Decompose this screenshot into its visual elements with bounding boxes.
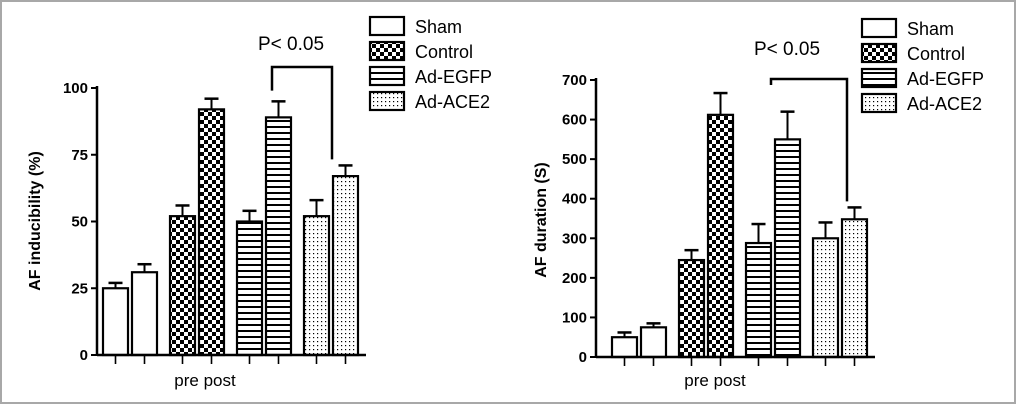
bar-sham-pre [101,287,130,357]
legend-swatch-ad-ace2 [860,92,898,114]
legend-swatch-sham [368,15,406,37]
p-value-annotation: P< 0.05 [754,39,820,60]
bar-ad-ace2-pre [302,215,331,357]
bar-ad-egfp-pre [744,241,773,359]
bar-control-pre [677,258,706,359]
legend-swatch-sham [860,17,898,39]
y-tick-label: 50 [71,214,88,231]
y-axis-label: AF duration (S) [533,162,550,278]
y-tick-label: 75 [71,147,88,164]
y-tick-label: 25 [71,280,88,297]
y-axis-label: AF inducibility (%) [27,151,44,291]
legend-swatch-ad-egfp [368,65,406,87]
y-tick-label: 400 [562,191,587,208]
bar-ad-egfp-pre [235,220,264,357]
y-tick-label: 600 [562,112,587,129]
x-axis-label: pre post [174,371,236,390]
legend-label-ad-egfp: Ad-EGFP [415,67,492,87]
y-tick-label: 0 [80,347,88,364]
legend-label-ad-egfp: Ad-EGFP [907,69,984,89]
bar-sham-pre [610,336,639,359]
p-value-annotation: P< 0.05 [258,34,324,55]
legend-swatch-ad-ace2 [368,90,406,112]
bar-ad-ace2-post [331,175,360,357]
chart-af-inducibility: 0 25 50 75 100 AF inducibility (%) pre post P< … [27,15,492,390]
bar-sham-post [639,326,668,359]
bar-control-post [197,108,226,357]
legend-swatch-ad-egfp [860,67,898,89]
y-tick-label: 0 [579,349,587,366]
bar-control-pre [168,215,197,357]
bar-ad-ace2-pre [811,237,840,359]
x-axis-label: pre post [684,371,746,390]
y-tick-label: 700 [562,72,587,89]
bar-sham-post [130,271,159,357]
legend-label-ad-ace2: Ad-ACE2 [415,92,490,112]
legend-swatch-control [368,40,406,62]
legend-label-sham: Sham [907,19,954,39]
legend-label-control: Control [907,44,965,64]
legend-swatch-control [860,42,898,64]
bar-control-post [706,113,735,359]
significance-bracket [769,77,849,202]
bar-ad-ace2-post [840,218,869,359]
bar-ad-egfp-post [264,116,293,357]
significance-bracket [270,65,334,160]
y-tick-label: 100 [63,80,88,97]
bar-ad-egfp-post [773,138,802,359]
legend-label-sham: Sham [415,17,462,37]
legend-label-control: Control [415,42,473,62]
y-tick-label: 200 [562,270,587,287]
legend-label-ad-ace2: Ad-ACE2 [907,94,982,114]
chart-af-duration: 0 100 200 300 400 500 600 700 AF duration (S) pre… [533,17,984,390]
y-tick-label: 100 [562,309,587,326]
y-tick-label: 300 [562,230,587,247]
y-tick-label: 500 [562,151,587,168]
